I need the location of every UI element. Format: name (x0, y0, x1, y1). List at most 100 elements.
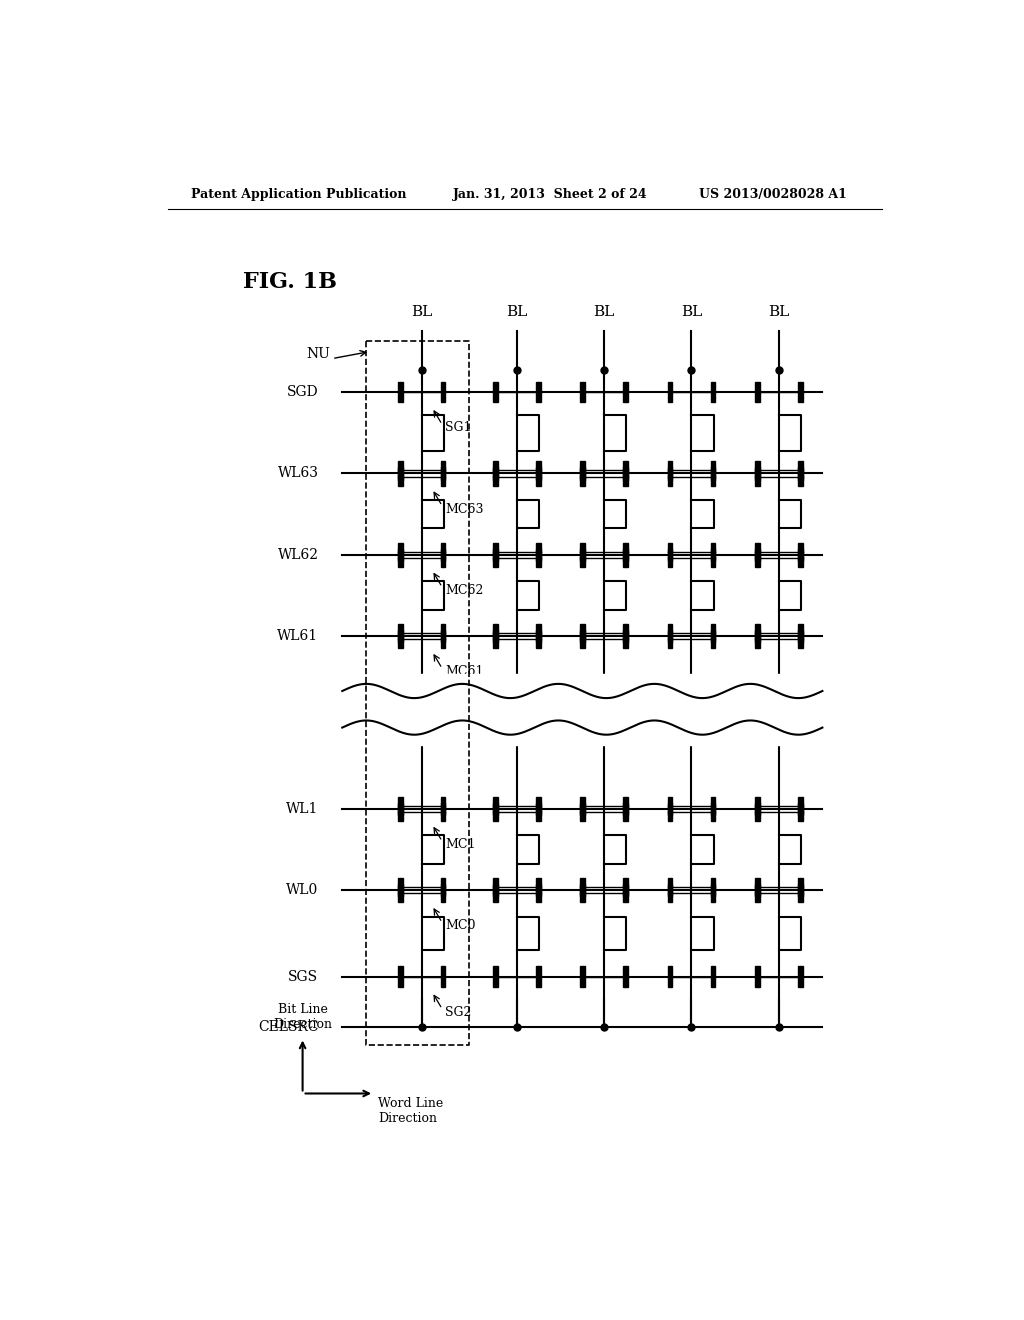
Bar (581, 884, 585, 903)
Text: MC0: MC0 (445, 919, 476, 932)
Bar (711, 461, 715, 479)
Bar (440, 966, 445, 987)
Text: BL: BL (768, 305, 790, 319)
Bar (668, 884, 673, 903)
Bar (798, 630, 803, 648)
Bar (668, 966, 673, 987)
Bar (711, 630, 715, 648)
Bar (755, 381, 760, 403)
Bar (668, 803, 673, 821)
Bar (536, 624, 541, 643)
Bar (755, 803, 760, 821)
Bar (624, 467, 628, 486)
Bar (624, 884, 628, 903)
Bar (624, 797, 628, 814)
Bar (798, 549, 803, 568)
Bar (668, 878, 673, 896)
Text: BL: BL (681, 305, 702, 319)
Bar (798, 624, 803, 643)
Bar (798, 797, 803, 814)
Bar (494, 803, 498, 821)
Bar (494, 543, 498, 561)
Bar (711, 549, 715, 568)
Bar (397, 797, 402, 814)
Bar (581, 797, 585, 814)
Bar (536, 797, 541, 814)
Text: NU: NU (306, 347, 331, 360)
Bar (536, 549, 541, 568)
Bar (668, 461, 673, 479)
Text: Word Line
Direction: Word Line Direction (378, 1097, 443, 1125)
Bar (798, 966, 803, 987)
Bar (440, 549, 445, 568)
Bar (494, 878, 498, 896)
Bar (581, 381, 585, 403)
Bar (440, 381, 445, 403)
Bar (755, 543, 760, 561)
Bar (397, 467, 402, 486)
Text: BL: BL (506, 305, 527, 319)
Bar (440, 630, 445, 648)
Bar (668, 797, 673, 814)
Bar (440, 797, 445, 814)
Bar (397, 549, 402, 568)
Bar (494, 461, 498, 479)
Bar (624, 624, 628, 643)
Bar (440, 543, 445, 561)
Bar (624, 549, 628, 568)
Bar (711, 624, 715, 643)
Text: SGS: SGS (289, 970, 318, 983)
Bar (581, 549, 585, 568)
Text: WL63: WL63 (278, 466, 318, 480)
Bar (581, 624, 585, 643)
Bar (397, 543, 402, 561)
Bar (711, 878, 715, 896)
Bar (711, 803, 715, 821)
Bar (536, 467, 541, 486)
Bar (711, 381, 715, 403)
Bar (536, 381, 541, 403)
Bar (397, 630, 402, 648)
Bar (494, 966, 498, 987)
Bar (624, 461, 628, 479)
Text: US 2013/0028028 A1: US 2013/0028028 A1 (699, 189, 847, 202)
Bar (798, 803, 803, 821)
Bar (581, 878, 585, 896)
Bar (668, 630, 673, 648)
Bar (581, 630, 585, 648)
Text: FIG. 1B: FIG. 1B (243, 272, 337, 293)
Bar (798, 381, 803, 403)
Bar (536, 803, 541, 821)
Bar (755, 797, 760, 814)
Bar (755, 467, 760, 486)
Bar (536, 461, 541, 479)
Bar (581, 966, 585, 987)
Bar (755, 878, 760, 896)
Text: SGD: SGD (287, 385, 318, 399)
Text: Jan. 31, 2013  Sheet 2 of 24: Jan. 31, 2013 Sheet 2 of 24 (454, 189, 648, 202)
Bar (581, 467, 585, 486)
Bar (397, 884, 402, 903)
Bar (711, 966, 715, 987)
Bar (440, 467, 445, 486)
Bar (494, 549, 498, 568)
Bar (755, 630, 760, 648)
Bar (755, 624, 760, 643)
Bar (798, 461, 803, 479)
Bar (397, 624, 402, 643)
Bar (798, 884, 803, 903)
Bar (755, 461, 760, 479)
Bar (755, 966, 760, 987)
Bar (494, 797, 498, 814)
Text: SG2: SG2 (445, 1006, 472, 1019)
Text: MC1: MC1 (445, 838, 476, 851)
Bar (624, 878, 628, 896)
Text: Bit Line
Direction: Bit Line Direction (273, 1003, 332, 1031)
Text: BL: BL (411, 305, 432, 319)
Bar (440, 884, 445, 903)
Bar (711, 797, 715, 814)
Bar (798, 543, 803, 561)
Bar (397, 878, 402, 896)
Bar (494, 467, 498, 486)
Bar (494, 884, 498, 903)
